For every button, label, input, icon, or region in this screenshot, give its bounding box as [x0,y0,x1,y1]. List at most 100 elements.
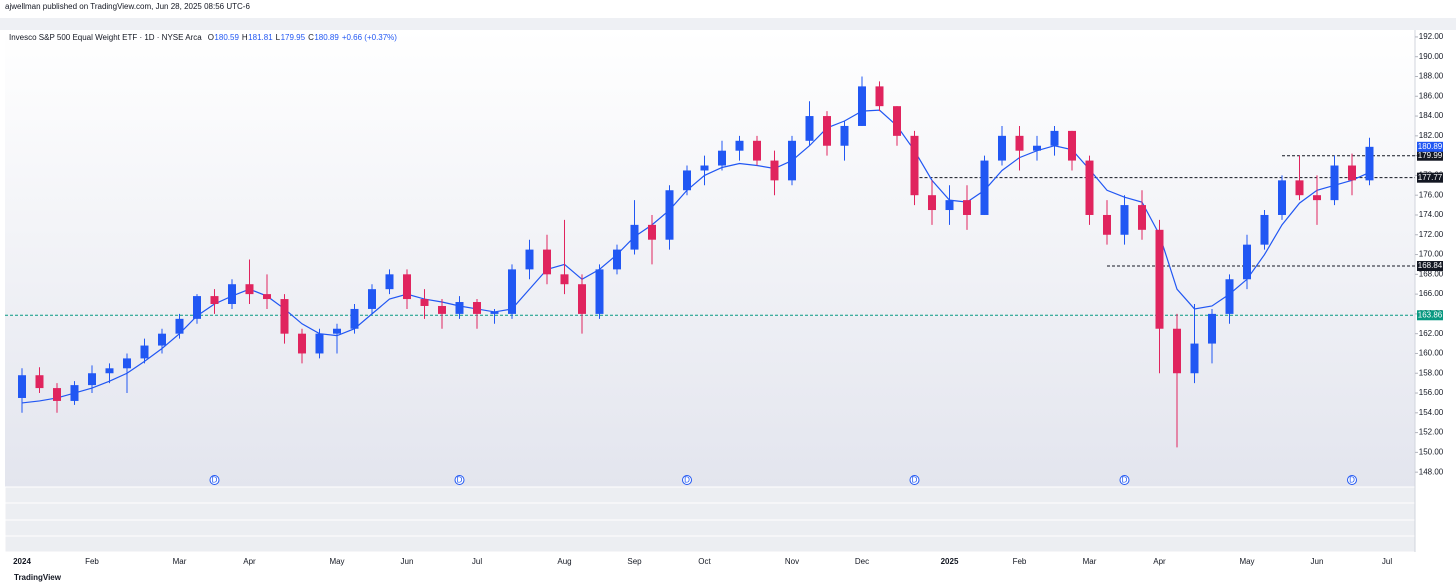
candle-body [385,274,394,290]
legend-value: 180.89 [314,33,339,42]
candle-body [1260,214,1269,245]
candle-body [53,388,61,401]
price-tag [1417,172,1443,183]
candle-body [595,269,604,314]
dividend-marker [1119,475,1130,485]
candle-body [945,200,954,211]
y-tick-label: 168.00 [1419,269,1444,278]
x-tick-label: Dec [855,557,869,566]
price-tag-label: 163.86 [1418,310,1443,319]
candle-body [1365,146,1374,181]
candle-body [105,368,114,374]
pane [4,502,1416,521]
candle-body [1155,229,1164,329]
footer: TradingView [14,573,62,582]
candle-body [753,140,761,161]
price-tag-label: 177.77 [1418,173,1443,182]
x-tick-label: Apr [243,557,256,566]
x-tick-label: Aug [557,557,571,566]
x-tick-label: Jun [401,557,414,566]
dividend-label: D [1349,476,1355,485]
y-tick-label: 148.00 [1419,467,1444,476]
candle-body [1173,328,1181,374]
candle-body [18,375,26,398]
dividend-marker [209,475,220,485]
y-tick-label: 186.00 [1419,91,1444,100]
x-tick-label: Oct [698,557,711,566]
dividend-marker [1347,475,1357,485]
candle-body [88,373,96,386]
candle-body [1348,165,1356,181]
candle-body [1208,313,1216,344]
price-tag [1417,261,1443,272]
price-tag [1417,150,1443,161]
candle-body [473,302,481,314]
candle-body [1243,244,1251,280]
price-tag-label: 180.89 [1418,142,1443,151]
candle-body [630,224,639,250]
y-tick-label: 152.00 [1419,428,1444,437]
candle-body [1050,130,1059,146]
legend-key: H [242,33,248,42]
dividend-label: D [912,476,918,485]
dividend-marker [909,475,920,485]
candle-body [350,308,359,329]
candle-body [893,106,901,136]
legend-value: 179.95 [281,33,306,42]
candle-body [1138,205,1146,230]
candle-body [1313,195,1321,201]
candle-body [788,140,796,181]
candle-body [455,302,464,314]
y-tick-label: 184.00 [1419,111,1444,120]
pane [4,519,1416,537]
price-tag-label: 179.99 [1418,151,1443,160]
candle-body [963,200,971,215]
plot-area [5,30,1415,487]
candle-body [70,385,79,401]
y-tick-label: 170.00 [1419,250,1444,259]
candle-body [368,289,376,309]
candle-body [245,284,254,295]
candle-body [140,345,149,359]
pane [4,535,1416,553]
published: ajwellman published on TradingView.com, … [5,2,250,11]
x-tick-label: Jun [1311,557,1324,566]
candle-body [560,274,569,285]
x-tick-label: Jul [1382,557,1392,566]
pane [4,486,1416,504]
y-tick-label: 172.00 [1419,230,1444,239]
candle-body [315,333,324,354]
candle-body [805,116,814,141]
top-band [0,18,1456,30]
legend-value: 180.59 [214,33,239,42]
candle-body [1278,180,1286,215]
y-tick-label: 166.00 [1419,289,1444,298]
candle-body [770,160,779,181]
candle-body [840,125,849,146]
candle-body [928,195,936,211]
legend-change: +0.66 (+0.37%) [342,33,397,42]
candle-body [998,135,1006,161]
x-tick-label: Feb [85,557,99,566]
y-tick-label: 192.00 [1419,32,1444,41]
y-tick-label: 160.00 [1419,349,1444,358]
candle-body [438,305,446,314]
candle-body [420,299,429,306]
candle-body [210,296,219,305]
candle-body [280,299,289,334]
candle-body [228,284,236,305]
price-tag [1417,310,1443,321]
candle-body [123,358,131,369]
candle-body [1190,343,1199,374]
candle-body [158,333,166,346]
candle-body [543,249,551,275]
candle-body [1225,279,1234,314]
candle-body [193,296,201,319]
candle-body [858,86,866,126]
candle-body [1015,135,1024,151]
y-tick-label: 154.00 [1419,408,1444,417]
chart-title: Invesco S&P 500 Equal Weight ETF · 1D · … [9,33,202,42]
x-tick-label: Nov [785,557,799,566]
candle-body [1330,165,1339,201]
candle-body [35,375,44,389]
